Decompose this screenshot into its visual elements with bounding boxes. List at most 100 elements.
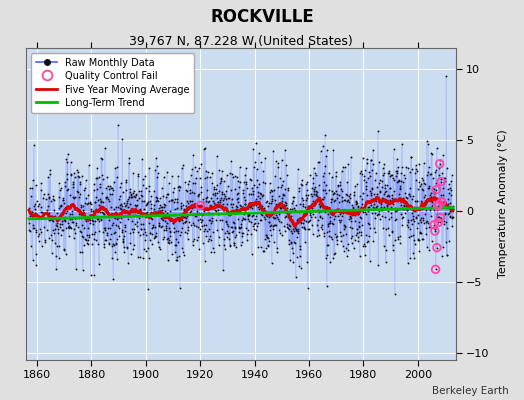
Point [124, 204, 133, 210]
Point [112, 204, 120, 210]
Point [161, 223, 170, 229]
Point [225, 242, 234, 248]
Point [326, 217, 335, 224]
Point [173, 205, 181, 212]
Point [159, 236, 167, 242]
Point [294, 216, 303, 222]
Point [362, 179, 370, 186]
Point [125, 210, 134, 217]
Point [100, 211, 108, 217]
Point [428, 199, 436, 205]
Point [174, 187, 183, 193]
Point [424, 220, 432, 226]
Point [201, 258, 209, 264]
Point [82, 232, 91, 238]
Point [198, 212, 206, 218]
Point [317, 202, 325, 208]
Point [266, 179, 274, 186]
Point [91, 218, 99, 225]
Point [178, 244, 186, 251]
Point [137, 225, 145, 232]
Point [364, 204, 372, 211]
Point [169, 220, 177, 226]
Point [336, 229, 344, 236]
Point [272, 212, 280, 218]
Point [321, 209, 329, 215]
Point [163, 257, 172, 263]
Point [83, 217, 92, 223]
Point [369, 201, 378, 207]
Point [50, 197, 59, 204]
Point [113, 216, 121, 222]
Point [199, 196, 207, 202]
Point [70, 225, 78, 232]
Point [385, 170, 394, 176]
Point [407, 154, 416, 160]
Point [121, 210, 129, 216]
Point [139, 255, 148, 261]
Point [150, 206, 158, 212]
Point [332, 234, 341, 240]
Point [347, 234, 355, 241]
Point [79, 208, 88, 215]
Point [151, 167, 159, 174]
Point [203, 174, 211, 180]
Point [191, 223, 200, 230]
Point [146, 230, 155, 236]
Point [436, 214, 444, 221]
Point [414, 161, 423, 167]
Point [262, 232, 270, 238]
Point [263, 234, 271, 240]
Point [331, 213, 339, 220]
Point [346, 212, 354, 219]
Point [81, 195, 90, 201]
Point [176, 217, 184, 223]
Point [297, 181, 305, 187]
Point [361, 252, 369, 258]
Point [87, 206, 95, 212]
Point [400, 197, 409, 204]
Point [120, 200, 128, 206]
Point [448, 207, 456, 214]
Point [327, 211, 335, 217]
Point [393, 167, 401, 174]
Point [237, 221, 246, 228]
Point [115, 184, 124, 190]
Point [29, 225, 38, 231]
Point [185, 218, 193, 225]
Point [255, 217, 264, 223]
Point [335, 206, 343, 212]
Point [355, 223, 363, 229]
Point [37, 187, 45, 194]
Point [146, 230, 154, 236]
Point [49, 218, 57, 224]
Point [247, 219, 256, 225]
Point [205, 226, 214, 232]
Point [80, 184, 89, 191]
Point [361, 209, 369, 215]
Point [429, 206, 438, 213]
Point [95, 261, 103, 267]
Point [82, 215, 91, 222]
Point [433, 203, 442, 209]
Point [224, 230, 232, 236]
Point [337, 186, 345, 192]
Point [283, 224, 291, 230]
Point [255, 180, 264, 187]
Point [435, 185, 443, 192]
Point [394, 234, 402, 240]
Point [280, 213, 289, 220]
Point [142, 248, 150, 254]
Point [369, 160, 377, 167]
Point [254, 244, 262, 250]
Point [74, 169, 82, 175]
Point [132, 203, 140, 210]
Point [84, 241, 92, 248]
Point [252, 202, 260, 208]
Point [296, 253, 304, 260]
Point [71, 222, 80, 228]
Point [406, 226, 414, 232]
Point [90, 236, 98, 243]
Point [72, 266, 80, 272]
Point [193, 234, 202, 240]
